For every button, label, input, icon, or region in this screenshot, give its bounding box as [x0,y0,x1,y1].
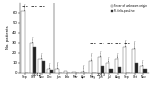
Text: (40%): (40%) [109,55,110,62]
Y-axis label: No. patients: No. patients [6,26,10,49]
Bar [72,72,75,73]
Bar [81,72,84,73]
Legend: Fever of unknown origin, R. felis-positive: Fever of unknown origin, R. felis-positi… [111,4,147,13]
Text: (29%): (29%) [41,51,42,58]
Text: (100%): (100%) [24,2,25,10]
Bar [98,57,101,73]
Text: (25%): (25%) [100,49,102,56]
Bar [89,61,93,73]
Bar [101,66,104,73]
Bar [123,47,126,73]
Bar [38,59,42,73]
Text: (100%): (100%) [126,38,127,46]
Bar [50,70,53,73]
Bar [30,43,33,73]
Text: (27%): (27%) [32,36,34,42]
Bar [55,69,59,73]
Text: (100%): (100%) [83,63,85,71]
Bar [33,47,36,73]
Bar [42,61,45,73]
Bar [110,69,113,73]
Text: (57%): (57%) [143,58,144,65]
Text: (25.7%): (25.7%) [92,51,93,60]
Bar [143,69,147,73]
Text: (38.5%): (38.5%) [134,39,136,48]
Bar [135,63,138,73]
Text: 2012: 2012 [33,73,42,77]
Bar [115,59,118,73]
Bar [132,49,135,73]
Bar [140,66,143,73]
Bar [118,67,121,73]
Bar [21,11,25,73]
Bar [106,63,109,73]
Text: (50%): (50%) [49,61,51,68]
Text: (100%): (100%) [58,60,59,68]
Bar [47,69,50,73]
Bar [64,71,67,73]
Text: 2013: 2013 [96,73,105,77]
Text: (43%): (43%) [117,51,119,58]
